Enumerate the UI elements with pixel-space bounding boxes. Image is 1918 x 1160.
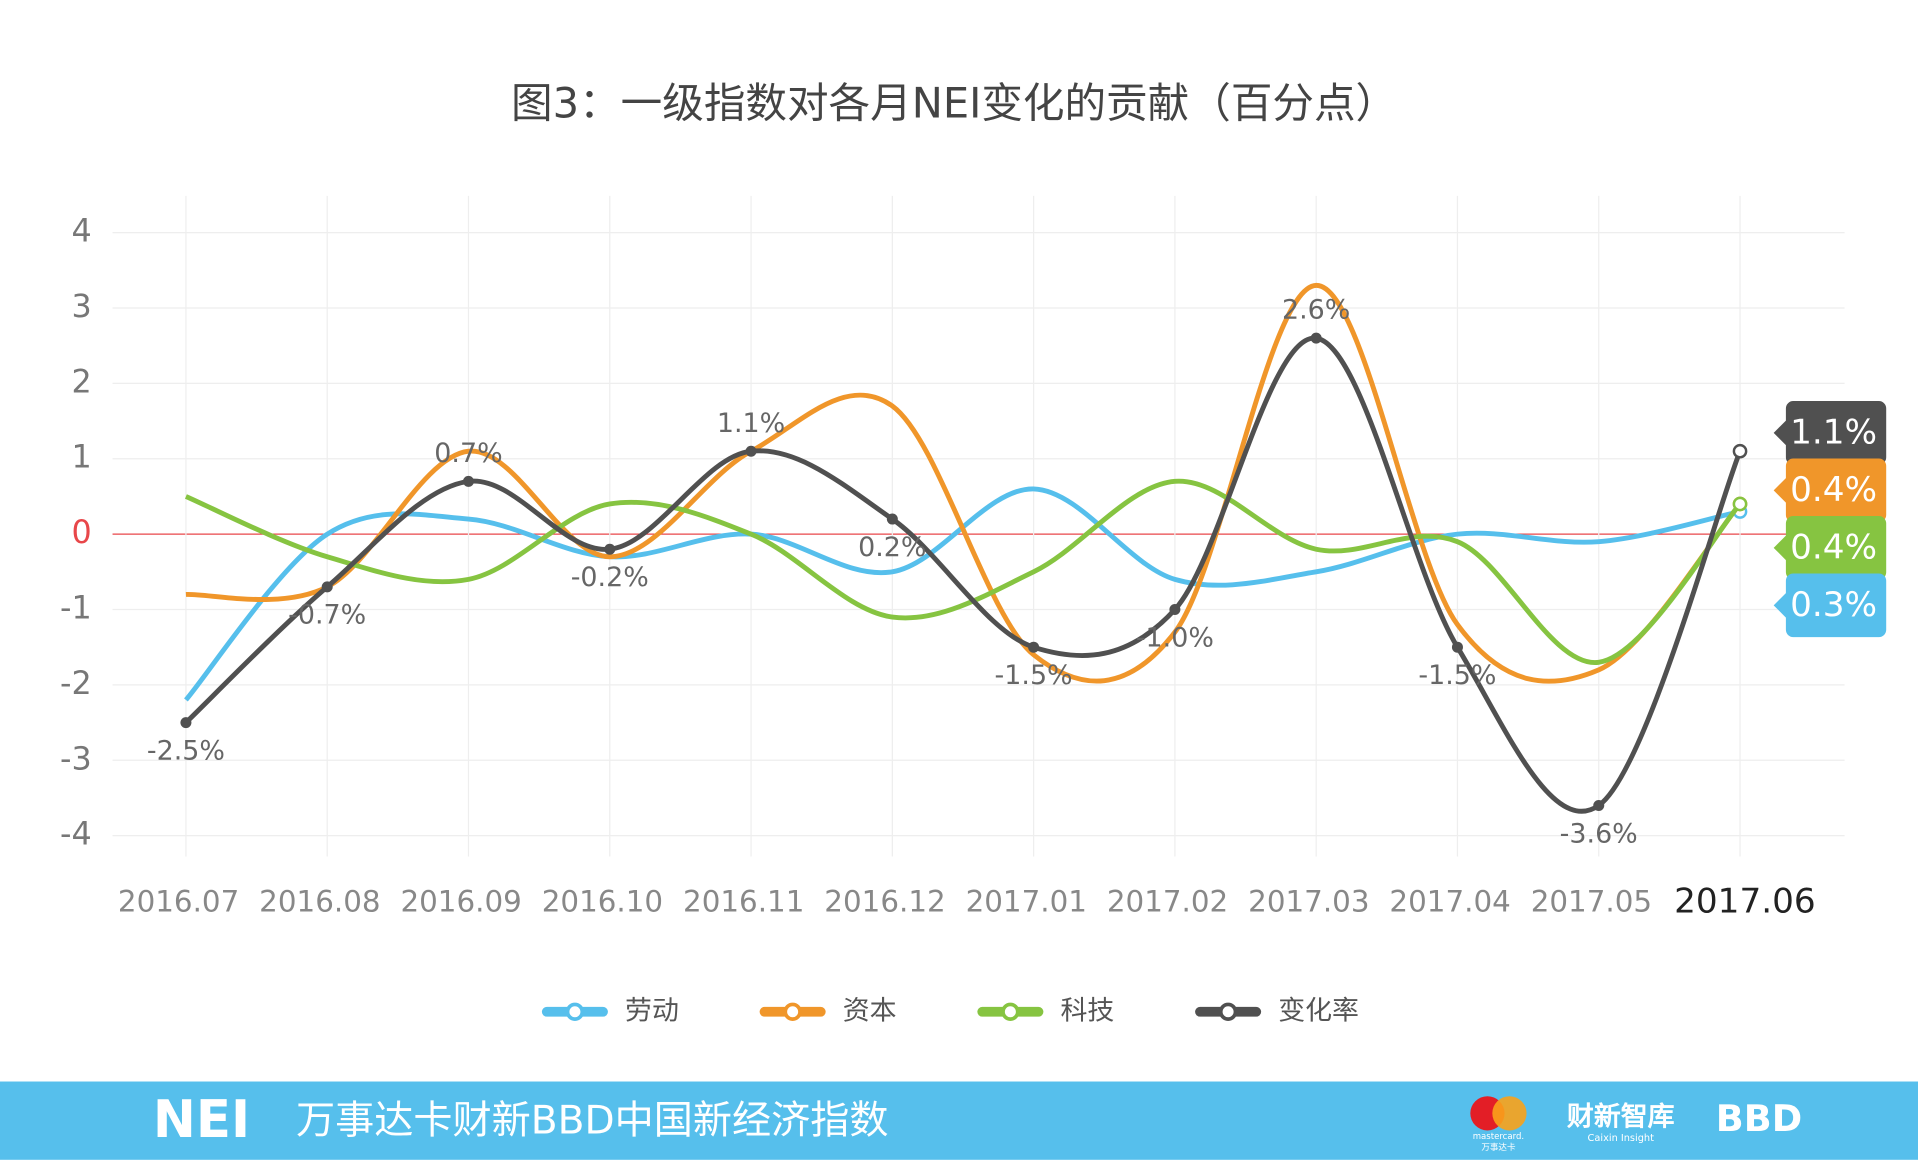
badge-label: 0.3% (1790, 585, 1877, 625)
data-label: -1.5% (1418, 660, 1496, 691)
series-line (185, 282, 1742, 684)
x-tick-label: 2017.03 (1248, 884, 1369, 918)
footer-logo: NEI (153, 1090, 250, 1150)
x-tick-label: 2016.11 (683, 884, 804, 918)
legend-marker (1001, 1002, 1020, 1021)
x-tick-label: 2017.01 (966, 884, 1087, 918)
y-tick-label: -3 (60, 740, 92, 777)
mastercard-logo (1492, 1096, 1527, 1131)
legend-marker (783, 1002, 802, 1021)
series-line (184, 486, 1741, 702)
x-tick-label: 2016.07 (118, 884, 239, 918)
point (462, 475, 474, 487)
point (180, 717, 192, 729)
badge-label: 1.1% (1790, 413, 1877, 453)
x-tick-label: 2016.10 (542, 884, 663, 918)
x-tick-label: 2017.04 (1389, 884, 1510, 918)
value-badge (1773, 573, 1887, 638)
point (1028, 641, 1040, 653)
data-label: 0.2% (858, 532, 926, 563)
data-label: 0.7% (434, 438, 502, 469)
chart-title: 图3：一级指数对各月NEI变化的贡献（百分点） (511, 79, 1397, 128)
y-tick-label: -1 (60, 590, 92, 627)
badge-label: 0.4% (1790, 528, 1877, 568)
point (1169, 604, 1181, 616)
footer-band (0, 1081, 1918, 1160)
badge-label: 0.4% (1790, 470, 1877, 510)
legend-label: 资本 (843, 995, 897, 1026)
point (1310, 332, 1322, 344)
data-label: 1.1% (717, 408, 785, 439)
series-line (184, 478, 1742, 665)
x-tick-label: 2017.05 (1531, 884, 1652, 918)
data-label: -3.6% (1560, 818, 1638, 849)
x-tick-label: 2017.06 (1674, 881, 1816, 921)
point (604, 543, 616, 555)
legend-marker (1218, 1002, 1238, 1021)
legend-label: 劳动 (625, 995, 679, 1026)
data-label: -0.2% (571, 562, 649, 593)
x-tick-label: 2016.12 (824, 884, 945, 918)
y-tick-label: -4 (60, 816, 92, 853)
data-label: -0.7% (288, 600, 366, 631)
point (886, 513, 898, 525)
data-label: 2.6% (1282, 295, 1350, 326)
footer-title: 万事达卡财新BBD中国新经济指数 (296, 1099, 888, 1144)
point (1451, 641, 1463, 653)
x-tick-label: 2017.02 (1107, 884, 1228, 918)
y-tick-label: 2 (72, 363, 92, 400)
series-line (184, 335, 1743, 814)
value-badge (1773, 516, 1887, 580)
value-badge (1773, 401, 1887, 465)
mastercard-text: 万事达卡 (1481, 1141, 1516, 1153)
point (1593, 799, 1605, 812)
point (321, 581, 333, 593)
point (1732, 443, 1748, 459)
data-label: -2.5% (147, 735, 225, 766)
y-tick-label: 3 (72, 288, 92, 325)
legend-marker (565, 1002, 585, 1021)
y-tick-label: -2 (60, 665, 92, 702)
point (745, 445, 757, 457)
value-badge (1773, 458, 1887, 523)
y-tick-label: 0 (72, 514, 92, 551)
legend-label: 变化率 (1278, 995, 1359, 1026)
x-tick-label: 2016.09 (400, 884, 521, 918)
y-tick-label: 1 (72, 439, 92, 476)
mastercard-text: mastercard. (1473, 1132, 1524, 1142)
caixin-logo: 财新智库 (1567, 1101, 1675, 1133)
legend-label: 科技 (1061, 995, 1115, 1026)
data-label: -1.5% (995, 660, 1073, 691)
data-label: -1.0% (1136, 622, 1214, 653)
bbd-logo: BBD (1716, 1097, 1802, 1140)
y-tick-label: 4 (72, 213, 92, 250)
x-tick-label: 2016.08 (259, 884, 380, 918)
point (1732, 496, 1748, 512)
caixin-logo: Caixin Insight (1588, 1133, 1655, 1144)
